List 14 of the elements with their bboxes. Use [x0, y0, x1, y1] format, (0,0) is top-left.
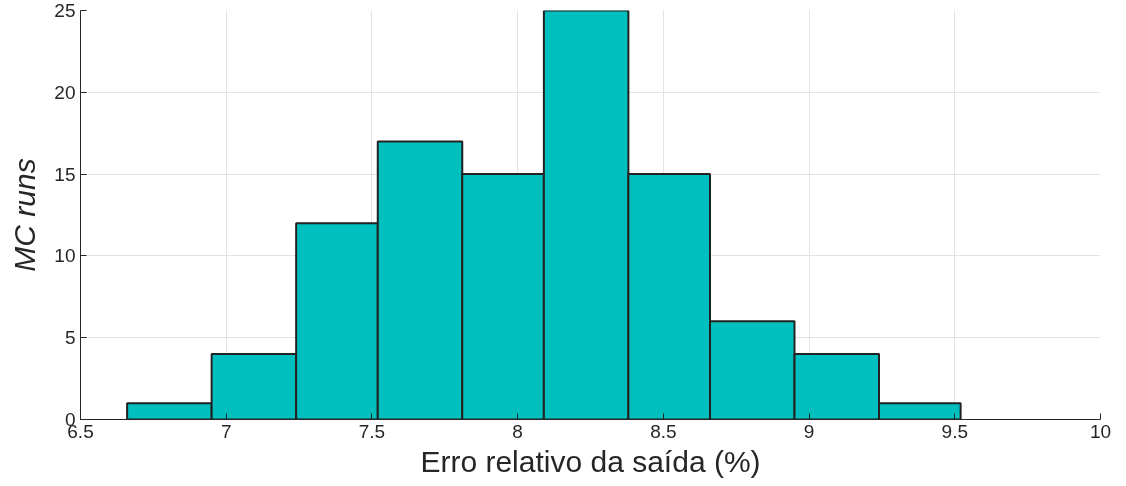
x-axis-title: Erro relativo da saída (%) [420, 444, 761, 478]
y-tick-label: 10 [54, 245, 76, 267]
y-tick-label: 15 [54, 163, 76, 185]
x-tick-label: 7 [220, 420, 232, 442]
x-tick-label: 8.5 [650, 420, 677, 442]
y-tick-label: 5 [64, 327, 76, 349]
x-tick-label: 10 [1089, 420, 1112, 442]
y-tick-label: 20 [54, 81, 76, 103]
y-axis-title: MC runs [8, 158, 42, 272]
y-tick-label: 25 [54, 0, 76, 21]
x-tick-label: 8 [512, 420, 523, 442]
x-tick-label: 9 [803, 420, 815, 442]
x-tick-label: 7.5 [358, 420, 386, 442]
x-tick-label: 9.5 [941, 420, 968, 442]
